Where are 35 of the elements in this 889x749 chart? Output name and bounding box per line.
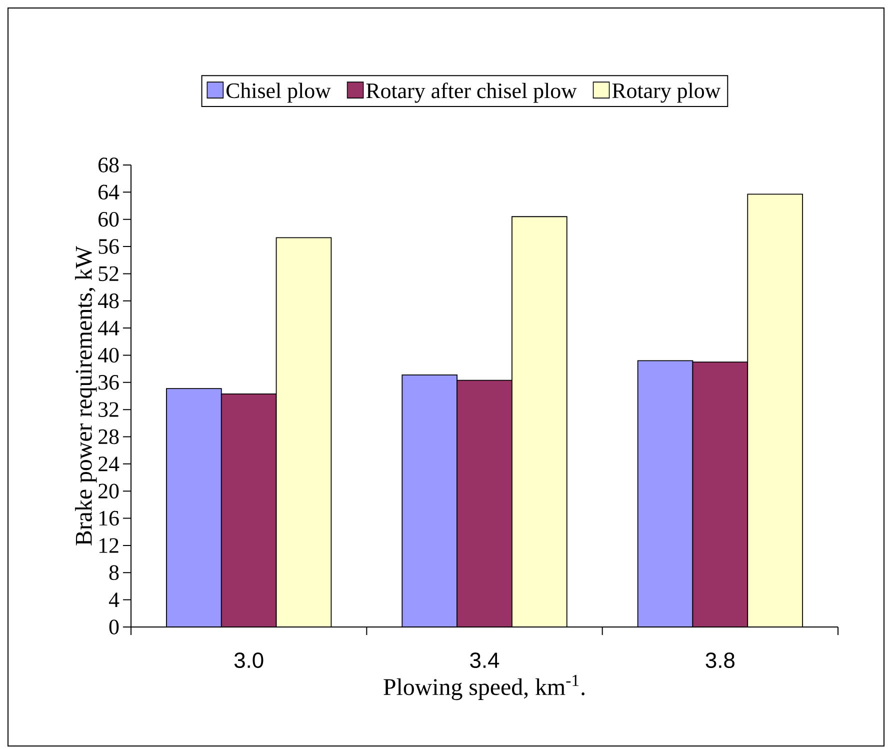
x-tick-label: 3.8	[706, 652, 734, 668]
y-tick-label: 20	[98, 484, 119, 499]
y-tick-label: 0	[109, 620, 119, 634]
y-tick-label: 68	[98, 158, 119, 172]
y-tick-label: 40	[98, 348, 119, 363]
y-tick-label: 64	[98, 184, 120, 200]
legend-label: Rotary plow	[612, 82, 721, 103]
y-tick-label: 56	[98, 239, 119, 254]
x-tick-label: 3.4	[470, 652, 500, 668]
y-tick-label: 4	[108, 592, 120, 608]
bar	[402, 374, 458, 627]
legend-label: Rotary after chisel plow	[366, 82, 577, 103]
bar	[747, 194, 803, 627]
y-tick-label: 16	[99, 510, 119, 526]
x-axis-title: Plowing speed, km$^{-1}$.	[384, 674, 584, 700]
bar	[276, 238, 332, 627]
bar	[692, 362, 748, 627]
y-tick-label: 12	[99, 538, 118, 553]
y-tick-label: 32	[98, 402, 118, 417]
x-tick-label: 3.0	[234, 652, 264, 668]
y-tick-label: 52	[98, 266, 118, 282]
bar	[166, 388, 222, 627]
bar	[637, 360, 694, 627]
y-tick-label: 36	[98, 375, 119, 390]
bar	[512, 216, 567, 627]
y-tick-label: 48	[98, 293, 119, 308]
y-axis-title: Brake power requirements, kW	[75, 246, 97, 546]
y-tick-label: 28	[98, 429, 119, 444]
y-tick-label: 60	[98, 212, 119, 227]
legend-label: Chisel plow	[226, 82, 331, 103]
y-tick-label: 24	[98, 456, 120, 472]
bar	[221, 394, 276, 627]
y-tick-label: 44	[98, 320, 120, 336]
y-tick-label: 8	[109, 565, 119, 580]
bar	[457, 380, 512, 627]
